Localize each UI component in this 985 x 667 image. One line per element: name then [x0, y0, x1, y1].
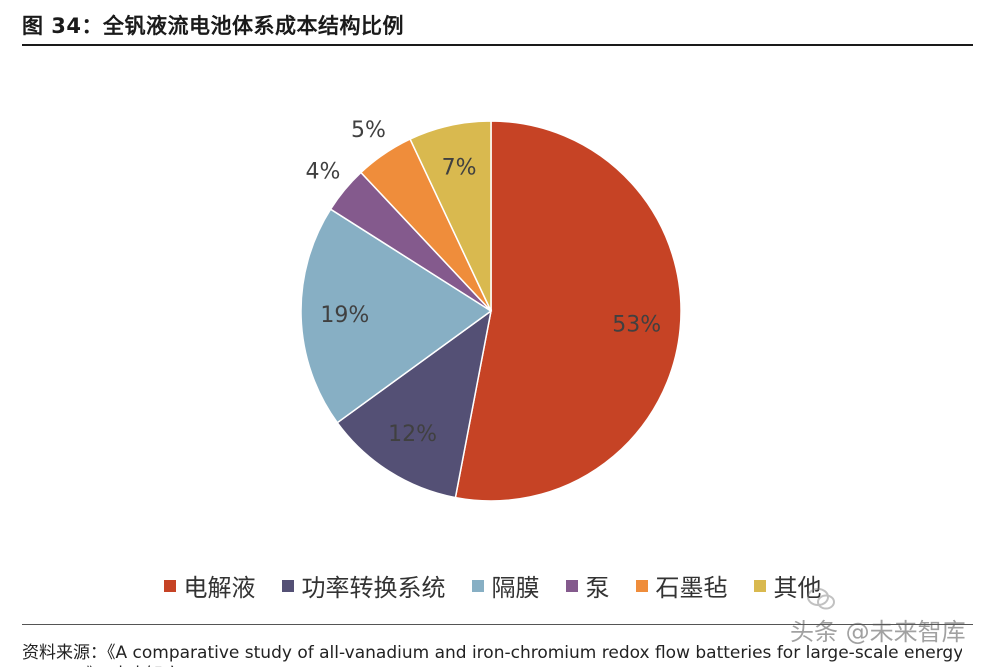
- legend-item-6: 其他: [753, 568, 822, 603]
- source-divider: [22, 624, 973, 625]
- legend-label-1: 电解液: [183, 574, 256, 602]
- watermark-icon: [806, 586, 836, 612]
- pie-slice-3: [300, 208, 493, 424]
- legend-label-3: 隔膜: [491, 574, 540, 602]
- pie-slice-6: [409, 120, 492, 312]
- legend-item-1: 电解液: [163, 568, 256, 603]
- legend-swatch-5: [635, 579, 648, 592]
- legend-item-3: 隔膜: [471, 568, 540, 603]
- legend-swatch-3: [471, 579, 484, 592]
- legend-item-4: 泵: [565, 568, 610, 603]
- legend-swatch-4: [565, 579, 578, 592]
- pie-chart: 53% 12% 19% 4% 5% 7%: [300, 118, 682, 502]
- legend-label-5: 石墨毡: [655, 574, 728, 602]
- pie-slice-2: [336, 309, 493, 499]
- legend-swatch-6: [753, 579, 766, 592]
- source-note-continued: storage》，未来智库: [22, 660, 180, 667]
- legend-label-2: 功率转换系统: [301, 574, 446, 602]
- chart-legend: 电解液 功率转换系统 隔膜 泵 石墨毡 其他: [0, 568, 985, 603]
- legend-label-4: 泵: [585, 574, 610, 602]
- legend-swatch-1: [163, 579, 176, 592]
- data-label-3: 19%: [320, 303, 369, 328]
- data-label-6: 7%: [442, 156, 477, 181]
- data-label-2: 12%: [388, 422, 437, 447]
- source-note: 资料来源：《A comparative study of all-vanadiu…: [22, 643, 962, 663]
- legend-swatch-2: [281, 579, 294, 592]
- data-label-4: 4%: [306, 160, 341, 185]
- pie-slice-1: [454, 120, 682, 502]
- watermark-text: 头条 @未来智库: [790, 618, 966, 646]
- data-label-5: 5%: [351, 118, 386, 143]
- legend-label-6: 其他: [773, 574, 822, 602]
- title-divider: [22, 44, 973, 46]
- legend-item-2: 功率转换系统: [281, 568, 446, 603]
- chart-title: 图 34：全钒液流电池体系成本结构比例: [22, 14, 405, 38]
- data-label-1: 53%: [612, 312, 661, 337]
- legend-item-5: 石墨毡: [635, 568, 728, 603]
